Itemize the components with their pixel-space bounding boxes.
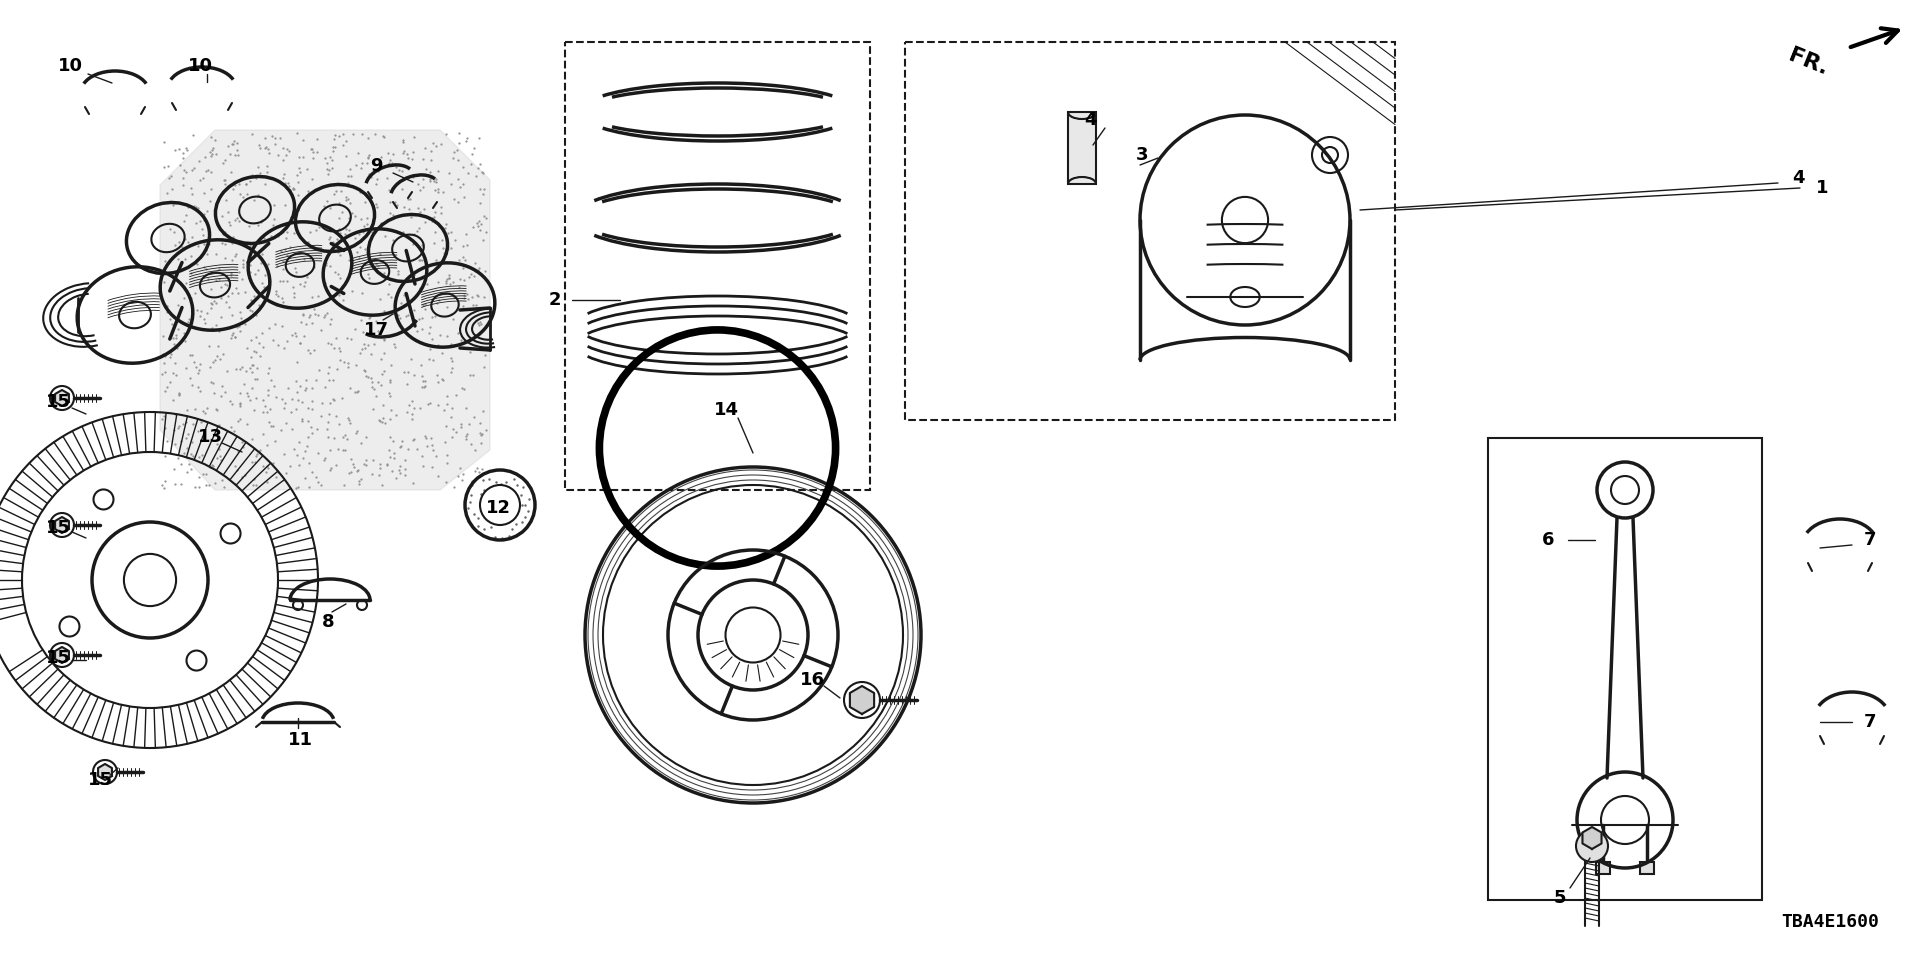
Text: 13: 13 (198, 428, 223, 446)
Text: 9: 9 (371, 157, 382, 175)
Text: 12: 12 (486, 499, 511, 517)
Text: 17: 17 (363, 321, 388, 339)
Bar (904, 42, 1396, 420)
Bar (1488, 438, 1763, 900)
Bar (1596, 862, 1611, 874)
Text: 3: 3 (1137, 146, 1148, 164)
Circle shape (94, 490, 113, 510)
Text: FR.: FR. (1786, 45, 1830, 79)
Polygon shape (56, 390, 69, 406)
Text: 15: 15 (46, 649, 71, 667)
Circle shape (1576, 830, 1609, 862)
Text: 14: 14 (714, 401, 739, 419)
Text: 7: 7 (1864, 531, 1876, 549)
Text: 10: 10 (58, 57, 83, 75)
Text: 2: 2 (549, 291, 561, 309)
Text: 7: 7 (1864, 713, 1876, 731)
Text: 16: 16 (799, 671, 824, 689)
Polygon shape (98, 764, 111, 780)
Bar (564, 42, 870, 490)
Text: TBA4E1600: TBA4E1600 (1782, 913, 1880, 931)
Text: 11: 11 (288, 731, 313, 749)
Polygon shape (851, 686, 874, 714)
Circle shape (221, 523, 240, 543)
Polygon shape (159, 130, 490, 490)
Polygon shape (56, 517, 69, 533)
Text: 5: 5 (1553, 889, 1567, 907)
Text: 8: 8 (323, 613, 334, 631)
Text: 6: 6 (1542, 531, 1555, 549)
Bar (1640, 862, 1653, 874)
Text: 15: 15 (46, 393, 71, 411)
Polygon shape (1582, 827, 1601, 849)
Text: 15: 15 (46, 519, 71, 537)
Text: 1: 1 (1816, 179, 1828, 197)
Circle shape (186, 651, 207, 670)
Polygon shape (56, 647, 69, 663)
Text: 15: 15 (88, 771, 113, 789)
Text: 4: 4 (1791, 169, 1805, 187)
Text: 10: 10 (188, 57, 213, 75)
Bar (1068, 112, 1096, 184)
Circle shape (60, 616, 79, 636)
Text: 4: 4 (1083, 111, 1096, 129)
